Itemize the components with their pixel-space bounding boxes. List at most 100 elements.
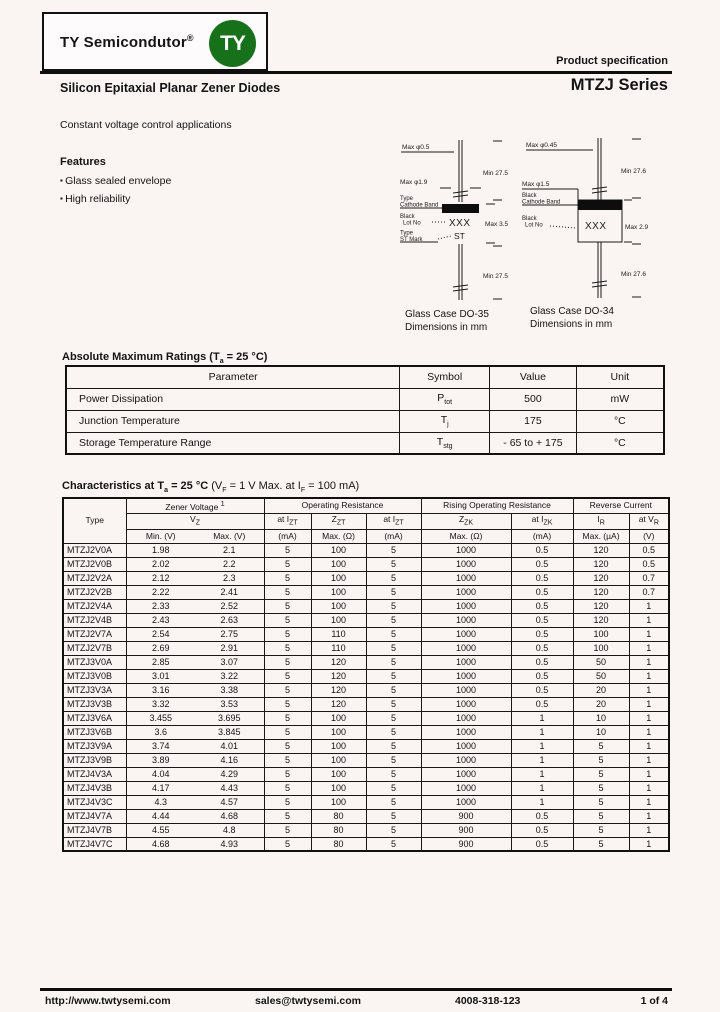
value-cell: 1 xyxy=(510,738,574,754)
value-cell: 5 xyxy=(365,836,422,852)
col-header-type: Type xyxy=(62,497,127,544)
col-header-ir: IR xyxy=(572,512,630,530)
value-cell: 1000 xyxy=(420,766,512,782)
value-cell: 5 xyxy=(263,570,312,586)
col-header-symbol: Symbol xyxy=(399,365,491,389)
table-unit-header-row: Min. (V) Max. (V) (mA) Max. (Ω) (mA) Max… xyxy=(63,528,670,544)
value-cell: 80 xyxy=(310,836,367,852)
value-cell: 4.68 xyxy=(125,836,195,852)
do35-outline xyxy=(400,140,502,300)
table-row: MTZJ4V3B 4.17 4.43 5 100 5 1000 1 5 1 xyxy=(62,780,670,796)
value-cell: 4.16 xyxy=(195,752,265,768)
value-cell: 0.5 xyxy=(510,598,574,614)
table-row: MTZJ3V9A 3.74 4.01 5 100 5 1000 1 5 1 xyxy=(62,738,670,754)
type-cell: MTZJ3V3A xyxy=(62,682,127,698)
do35-lead-diameter-label: Max φ0.5 xyxy=(402,144,430,151)
table-row: Power Dissipation Ptot 500 mW xyxy=(65,387,665,411)
value-cell: 5 xyxy=(365,598,422,614)
type-cell: MTZJ2V2A xyxy=(62,570,127,586)
value-cell: 2.52 xyxy=(195,598,265,614)
value-cell: 1 xyxy=(628,654,670,670)
value-cell: 120 xyxy=(310,654,367,670)
table-row: MTZJ4V7B 4.55 4.8 5 80 5 900 0.5 5 1 xyxy=(62,822,670,838)
table-row: MTZJ3V6B 3.6 3.845 5 100 5 1000 1 10 1 xyxy=(62,724,670,740)
value-cell: 4.43 xyxy=(195,780,265,796)
value-cell: 1 xyxy=(510,752,574,768)
value-cell: 120 xyxy=(572,612,630,628)
value-cell: 100 xyxy=(572,640,630,656)
unit-header: (mA) xyxy=(365,528,422,544)
registered-mark-icon: ® xyxy=(186,32,194,43)
unit-header: Max. (µA) xyxy=(572,528,630,544)
value-cell: 0.5 xyxy=(510,542,574,558)
value-cell: 2.12 xyxy=(125,570,195,586)
col-header-value: Value xyxy=(489,365,577,389)
value-cell: 5 xyxy=(263,766,312,782)
value-cell: 2.75 xyxy=(195,626,265,642)
value-cell: 5 xyxy=(263,710,312,726)
value-cell: 120 xyxy=(310,682,367,698)
value-cell: 100 xyxy=(572,626,630,642)
value-cell: 0.7 xyxy=(628,584,670,600)
value-cell: 5 xyxy=(263,794,312,810)
value-cell: 1 xyxy=(628,696,670,712)
do34-lead-length-label: Min 27.6 xyxy=(621,271,646,278)
type-cell: MTZJ4V7B xyxy=(62,822,127,838)
unit-header: Min. (V) xyxy=(125,528,195,544)
do34-band-annotation: Black xyxy=(522,193,538,199)
value-cell: 100 xyxy=(310,724,367,740)
do35-type-marking: XXX xyxy=(449,218,471,229)
value-cell: 120 xyxy=(310,696,367,712)
value-cell: 5 xyxy=(365,682,422,698)
footer-rule xyxy=(40,988,672,991)
do34-lead-diameter-label: Max φ0.45 xyxy=(526,142,557,149)
value-cell: 1 xyxy=(628,598,670,614)
table-row: MTZJ3V9B 3.89 4.16 5 100 5 1000 1 5 1 xyxy=(62,752,670,768)
value-cell: 5 xyxy=(263,612,312,628)
symbol-cell: Ptot xyxy=(399,387,491,411)
value-cell: 0.5 xyxy=(510,570,574,586)
value-cell: 1 xyxy=(628,822,670,838)
value-cell: 1 xyxy=(628,780,670,796)
value-cell: 1 xyxy=(510,766,574,782)
value-cell: 120 xyxy=(572,570,630,586)
value-cell: 3.32 xyxy=(125,696,195,712)
value-cell: 5 xyxy=(263,808,312,824)
value-cell: 1000 xyxy=(420,612,512,628)
table-header-row: Parameter Symbol Value Unit xyxy=(65,365,665,389)
value-cell: 1 xyxy=(628,836,670,852)
table-row: MTZJ2V0B 2.02 2.2 5 100 5 1000 0.5 120 0.5 xyxy=(62,556,670,572)
type-cell: MTZJ4V7A xyxy=(62,808,127,824)
value-cell: 0.5 xyxy=(510,808,574,824)
value-cell: 100 xyxy=(310,584,367,600)
value-cell: 3.07 xyxy=(195,654,265,670)
value-cell: 0.5 xyxy=(510,668,574,684)
value-cell: 900 xyxy=(420,836,512,852)
value-cell: 5 xyxy=(365,584,422,600)
value-cell: 3.01 xyxy=(125,668,195,684)
value-cell: 1 xyxy=(510,710,574,726)
value-cell: 100 xyxy=(310,780,367,796)
value-cell: 1 xyxy=(628,752,670,768)
value-cell: 5 xyxy=(572,752,630,768)
value-cell: 900 xyxy=(420,808,512,824)
value-cell: 3.695 xyxy=(195,710,265,726)
table-row: MTZJ2V0A 1.98 2.1 5 100 5 1000 0.5 120 0.5 xyxy=(62,542,670,558)
value-cell: 100 xyxy=(310,710,367,726)
value-cell: 3.53 xyxy=(195,696,265,712)
value-cell: 1000 xyxy=(420,570,512,586)
value-cell: 0.5 xyxy=(628,556,670,572)
value-cell: 2.43 xyxy=(125,612,195,628)
value-cell: 0.5 xyxy=(510,836,574,852)
type-cell: MTZJ4V3A xyxy=(62,766,127,782)
value-cell: 5 xyxy=(263,626,312,642)
value-cell: 100 xyxy=(310,794,367,810)
value-cell: 5 xyxy=(572,794,630,810)
value-cell: 1 xyxy=(628,766,670,782)
type-cell: MTZJ3V3B xyxy=(62,696,127,712)
value-cell: 5 xyxy=(365,696,422,712)
value-cell: 2.69 xyxy=(125,640,195,656)
table-row: MTZJ3V0B 3.01 3.22 5 120 5 1000 0.5 50 1 xyxy=(62,668,670,684)
type-cell: MTZJ3V9B xyxy=(62,752,127,768)
value-cell: 1 xyxy=(628,682,670,698)
